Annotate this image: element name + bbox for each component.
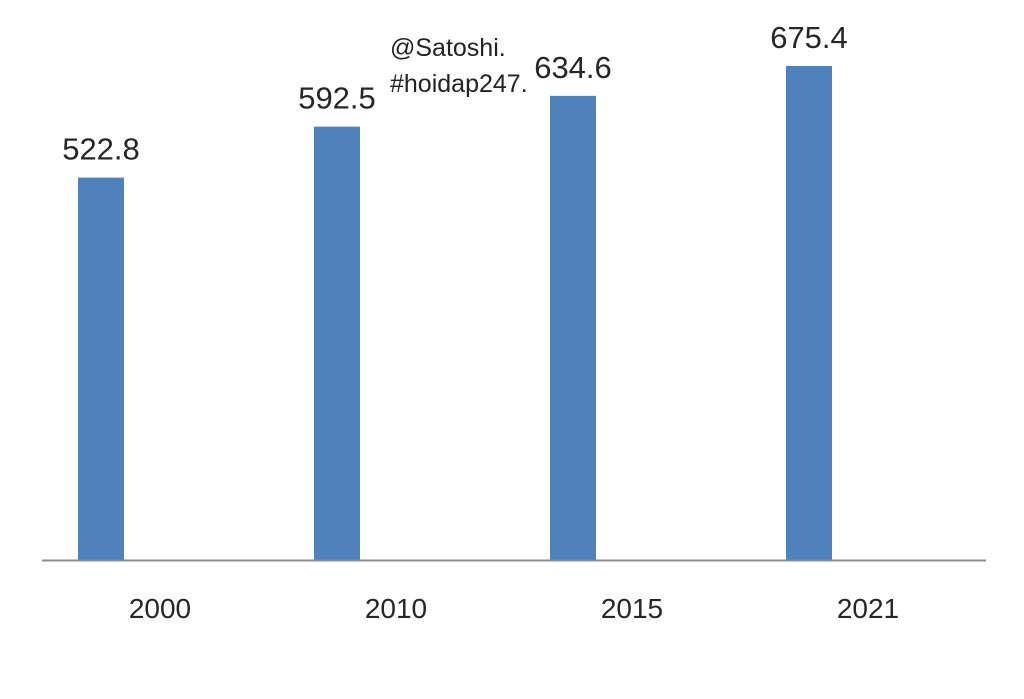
bar-2015 — [550, 95, 596, 561]
value-label-2021: 675.4 — [770, 20, 848, 55]
bar-group — [78, 65, 832, 561]
bar-2000 — [78, 177, 124, 561]
watermark-line-2: #hoidap247. — [390, 70, 528, 98]
value-label-2010: 592.5 — [298, 81, 376, 116]
x-tick-label-2010: 2010 — [365, 593, 427, 624]
watermark: @Satoshi. #hoidap247. — [390, 30, 528, 102]
x-tick-label-2000: 2000 — [129, 593, 191, 624]
x-tick-label-group: 2000 2010 2015 2021 — [129, 593, 899, 624]
x-tick-label-2015: 2015 — [601, 593, 663, 624]
bar-2010 — [314, 126, 360, 560]
watermark-line-1: @Satoshi. — [390, 34, 506, 62]
x-tick-label-2021: 2021 — [837, 593, 899, 624]
value-label-group: 522.8 592.5 634.6 675.4 — [62, 20, 848, 167]
bar-2021 — [786, 65, 832, 561]
value-label-2000: 522.8 — [62, 132, 140, 167]
value-label-2015: 634.6 — [534, 50, 612, 85]
